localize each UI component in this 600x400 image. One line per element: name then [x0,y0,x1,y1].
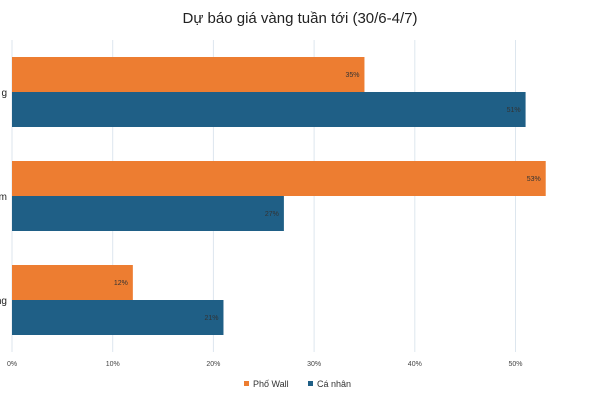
data-label: 21% [204,315,218,322]
x-tick-label: 20% [206,361,220,368]
bar-ca-nhan-2 [12,300,224,335]
y-category-label: g [1,88,7,99]
legend: Phố Wall Cá nhân [244,379,351,389]
chart-title: Dự báo giá vàng tuần tới (30/6-4/7) [182,10,417,27]
x-tick-label: 0% [7,361,17,368]
x-axis-tick-labels: 0% 10% 20% 30% 40% 50% [7,361,523,368]
x-tick-label: 40% [408,361,422,368]
y-category-label: m [0,192,7,203]
x-tick-label: 30% [307,361,321,368]
data-labels: 35% 51% 53% 27% 12% 21% [114,72,541,322]
x-tick-label: 10% [106,361,120,368]
legend-label-0: Phố Wall [253,379,289,389]
bar-ca-nhan-0 [12,92,526,127]
data-label: 12% [114,280,128,287]
bar-pho-wall-0 [12,57,365,92]
y-category-label: ng [0,296,7,307]
data-label: 53% [527,176,541,183]
x-tick-label: 50% [509,361,523,368]
bar-ca-nhan-1 [12,196,284,231]
data-label: 51% [507,107,521,114]
bar-pho-wall-1 [12,161,546,196]
bars [12,57,546,335]
data-label: 35% [345,72,359,79]
legend-label-1: Cá nhân [317,379,351,389]
legend-swatch-0 [244,381,249,386]
data-label: 27% [265,211,279,218]
y-axis-category-labels: g m ng [0,88,7,307]
legend-swatch-1 [308,381,313,386]
bar-pho-wall-2 [12,265,133,300]
